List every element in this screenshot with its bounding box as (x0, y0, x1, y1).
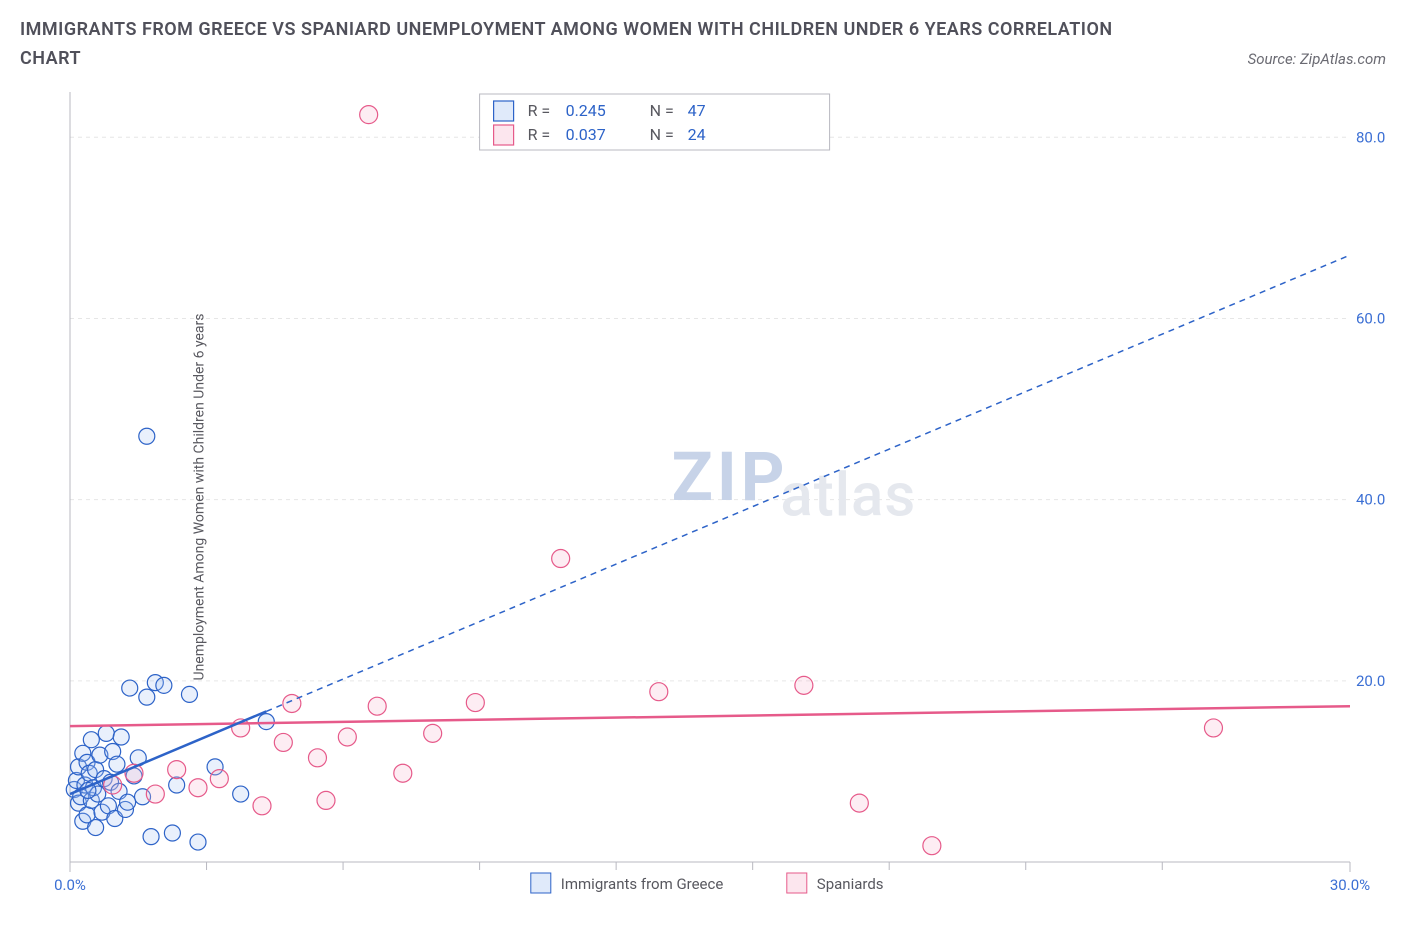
svg-text:Spaniards: Spaniards (817, 875, 884, 893)
y-axis-label: Unemployment Among Women with Children U… (192, 313, 208, 680)
chart-container: Unemployment Among Women with Children U… (20, 82, 1386, 912)
svg-text:30.0%: 30.0% (1330, 876, 1370, 894)
svg-text:24: 24 (688, 125, 706, 144)
source-attribution: Source: ZipAtlas.com (1248, 50, 1386, 74)
svg-text:N =: N = (650, 125, 674, 144)
svg-text:80.0%: 80.0% (1356, 128, 1386, 146)
svg-text:0.0%: 0.0% (54, 876, 86, 894)
svg-text:0.245: 0.245 (566, 101, 606, 120)
svg-text:atlas: atlas (780, 459, 916, 530)
svg-text:N =: N = (650, 101, 674, 120)
scatter-chart: 20.0% 40.0% 60.0% 80.0% ZIPatlas 0.0% 30.0% R =… (20, 82, 1386, 912)
svg-text:R =: R = (528, 125, 551, 144)
svg-text:0.037: 0.037 (566, 125, 606, 144)
svg-text:20.0%: 20.0% (1356, 671, 1386, 689)
svg-text:ZIP: ZIP (672, 437, 789, 517)
svg-text:47: 47 (688, 101, 706, 120)
svg-text:40.0%: 40.0% (1356, 490, 1386, 508)
svg-text:60.0%: 60.0% (1356, 309, 1386, 327)
chart-title: IMMIGRANTS FROM GREECE VS SPANIARD UNEMP… (20, 16, 1140, 74)
svg-text:Immigrants from Greece: Immigrants from Greece (561, 875, 724, 893)
svg-text:R =: R = (528, 101, 551, 120)
